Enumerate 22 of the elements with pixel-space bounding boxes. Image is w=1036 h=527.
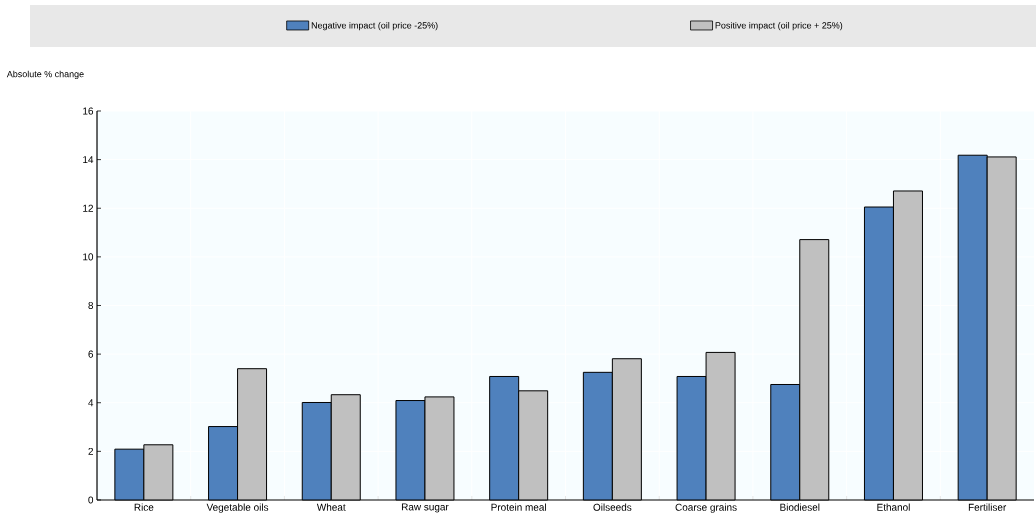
x-tick-label: Raw sugar [401,503,449,513]
x-tick-label: Fertiliser [968,503,1007,511]
y-tick-label: 12 [83,204,93,212]
x-tick-label: Coarse grains [675,503,737,513]
y-tick-label: 16 [83,107,94,115]
x-tick-label: Vegetable oils [206,503,269,513]
x-tick-label: Ethanol [877,503,910,511]
y-tick-label: 6 [88,350,94,358]
y-tick-label: 14 [83,156,94,164]
y-axis-title: Absolute % change [6,70,84,79]
y-tick-label: 2 [88,447,93,455]
x-tick-label: Protein meal [491,503,546,511]
x-tick-label: Rice [134,503,154,511]
x-tick-label: Biodiesel [780,503,820,511]
legend-label: Positive impact (oil price + 25%) [715,21,843,31]
y-tick-label: 8 [88,301,94,310]
y-tick-label: 4 [88,399,94,407]
legend-label: Negative impact (oil price -25%) [311,21,438,31]
y-tick-label: 0 [88,496,94,504]
x-tick-label: Oilseeds [593,503,632,511]
y-tick-label: 10 [83,253,94,261]
x-tick-label: Wheat [316,503,346,511]
